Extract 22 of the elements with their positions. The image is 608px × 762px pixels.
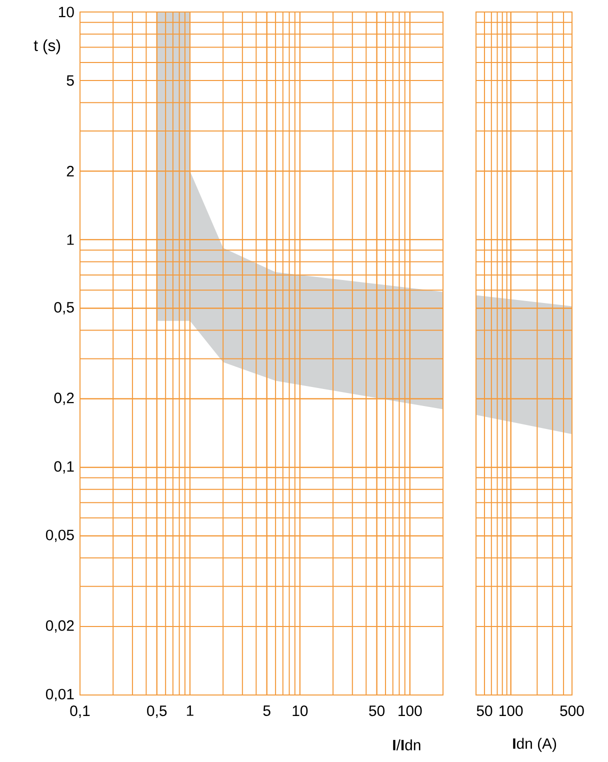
y-tick-label: 2 — [66, 166, 74, 176]
y-tick-label: 0,5 — [54, 302, 74, 314]
y-tick-label: 0,02 — [46, 620, 74, 633]
x-tick-label: 100 — [398, 706, 422, 716]
y-tick-label: 0,01 — [46, 688, 74, 702]
y-tick-label: 0,2 — [54, 392, 74, 405]
x-tick-label: 50 — [476, 706, 492, 716]
x-tick-label: 50 — [369, 706, 385, 716]
x-tick-label: 10 — [292, 706, 308, 716]
y-tick-label: 10 — [59, 6, 74, 18]
x-tick-label: 100 — [500, 706, 523, 716]
y-tick-label: 0,05 — [46, 530, 74, 542]
y-tick-label: 0,1 — [54, 461, 74, 474]
x-tick-label: 500 — [560, 706, 584, 716]
x-axis-title: Idn (A) — [513, 738, 556, 752]
x-tick-label: 0,5 — [147, 706, 167, 718]
x-tick-label: 1 — [186, 706, 194, 716]
y-tick-label: 5 — [66, 75, 74, 86]
y-tick-label: 1 — [67, 234, 74, 245]
y-axis-title: t (s) — [34, 39, 60, 54]
x-tick-label: 5 — [263, 706, 270, 716]
x-axis-title: I/Idn — [393, 739, 420, 750]
